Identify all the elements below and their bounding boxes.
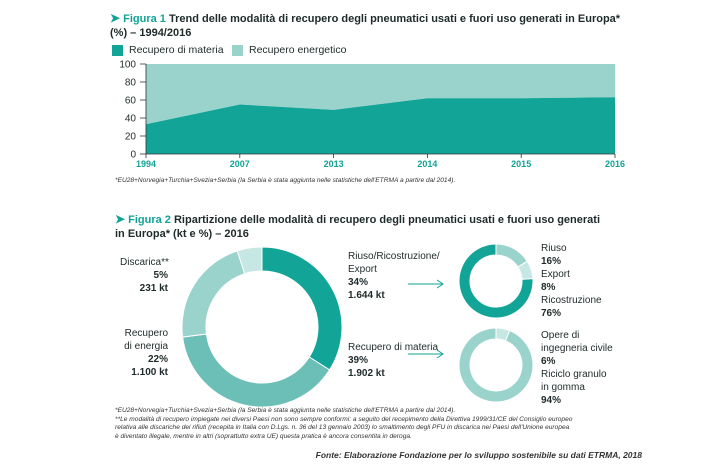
label-discarica-pct: 5% (153, 270, 168, 281)
figure1-footnote: *EU28+Norvegia+Turchia+Svezia+Serbia (la… (115, 177, 456, 184)
series-area-recupero-materia (146, 97, 615, 154)
label-sub2-opere-pct: 6% (541, 356, 556, 367)
donut-slice-recupero-di-energia (181, 250, 246, 338)
donut-sub1 (458, 243, 534, 319)
figure2-footnote-2: **Le modalità di recupero impiegate nei … (115, 415, 573, 423)
label-energia: Recupero di energia 22% 1.100 kt (120, 327, 168, 379)
label-discarica-kt: 231 kt (139, 283, 168, 294)
label-energia-kt: 1.100 kt (131, 367, 168, 378)
legend-swatch-materia (112, 44, 123, 56)
arrow-icon: ➤ (110, 11, 121, 25)
donut-slice-riciclo-granulo-gomma (458, 327, 534, 403)
connector-arrow-1 (408, 279, 444, 289)
label-sub2-riciclo-pct: 94% (541, 395, 562, 406)
label-materia-name: Recupero di materia (348, 342, 439, 353)
label-energia-name2: di energia (124, 341, 168, 352)
label-materia-pct: 39% (348, 355, 369, 366)
x-tick-label: 1994 (136, 159, 156, 169)
y-tick-label: 100 (119, 60, 136, 71)
legend-energetico: Recupero energetico (232, 44, 346, 56)
arrow-icon: ➤ (115, 212, 126, 226)
label-riuso-kt: 1.644 kt (348, 290, 385, 301)
legend-label-materia: Recupero di materia (129, 44, 224, 56)
y-tick-label: 40 (125, 114, 137, 125)
x-tick-label: 2007 (230, 159, 250, 169)
label-sub1-riuso-pct: 16% (541, 256, 562, 267)
y-tick-label: 20 (125, 132, 137, 143)
donut-slice-recupero-di-materia (182, 333, 331, 408)
label-sub2-riciclo2: in gomma (541, 382, 585, 393)
connector-arrow-2 (408, 349, 444, 359)
label-riuso-name2: Export (348, 264, 377, 275)
label-sub2-opere1: Opere di (541, 330, 580, 341)
label-discarica-name: Discarica** (120, 257, 169, 268)
y-tick-label: 0 (130, 150, 136, 161)
x-tick-label: 2014 (417, 159, 437, 169)
legend-swatch-energetico (232, 44, 243, 56)
donut-slice-riuso-ricostruzione-export (261, 246, 343, 371)
label-energia-name1: Recupero (124, 328, 168, 339)
label-sub1: Riuso 16% Export 8% Ricostruzione 76% (541, 242, 602, 320)
figure1-title-line2: (%) – 1994/2016 (110, 27, 192, 39)
figure2-number: Figura 2 (128, 214, 171, 226)
donut-slice-ricostruzione (458, 243, 534, 319)
label-sub1-riuso: Riuso (541, 243, 567, 254)
x-tick-label: 2015 (511, 159, 531, 169)
series-area-recupero-energetico (146, 64, 615, 125)
label-discarica: Discarica** 5% 231 kt (120, 256, 169, 295)
figure2-footnote-4: è diventato illegale, mentre in altri (s… (115, 432, 412, 440)
source-text: Fonte: Elaborazione Fondazione per lo sv… (315, 450, 642, 460)
label-energia-pct: 22% (147, 354, 168, 365)
x-tick-label: 2013 (324, 159, 344, 169)
label-sub2-riciclo1: Riciclo granulo (541, 369, 607, 380)
label-sub1-export: Export (541, 269, 570, 280)
label-sub1-ricostruzione: Ricostruzione (541, 295, 602, 306)
label-sub2: Opere di ingegneria civile 6% Riciclo gr… (541, 329, 613, 407)
figure1-title: ➤ Figura 1 Trend delle modalità di recup… (110, 11, 670, 40)
legend-materia: Recupero di materia (112, 44, 224, 56)
figure2-footnote-1: *EU28+Norvegia+Turchia+Svezia+Serbia (la… (115, 407, 456, 414)
donut-main (181, 246, 343, 408)
label-sub1-export-pct: 8% (541, 282, 556, 293)
donut-sub2 (458, 327, 534, 403)
label-riuso-pct: 34% (348, 277, 369, 288)
label-riuso: Riuso/Ricostruzione/ Export 34% 1.644 kt (348, 250, 440, 302)
y-tick-label: 60 (125, 96, 137, 107)
label-sub1-ricostruzione-pct: 76% (541, 308, 562, 319)
figure2-title: ➤ Figura 2 Ripartizione delle modalità d… (115, 212, 675, 241)
y-tick-label: 80 (125, 78, 137, 89)
label-materia: Recupero di materia 39% 1.902 kt (348, 341, 438, 380)
legend-label-energetico: Recupero energetico (249, 44, 347, 56)
figure2-footnotes: *EU28+Norvegia+Turchia+Svezia+Serbia (la… (115, 407, 572, 441)
label-riuso-name1: Riuso/Ricostruzione/ (348, 251, 440, 262)
figure1-title-text: Trend delle modalità di recupero degli p… (168, 13, 621, 25)
figure2-title-line2: in Europa* (kt e %) – 2016 (115, 228, 249, 240)
figure2-footnote-3: relativa alle discariche dei rifiuti (re… (115, 424, 570, 431)
label-sub2-opere2: ingegneria civile (541, 343, 613, 354)
label-materia-kt: 1.902 kt (348, 368, 385, 379)
figure1-number: Figura 1 (123, 13, 166, 25)
area-chart: 0 20 40 60 80 100 1994 2007 2013 2014 2015 2016 (119, 60, 625, 170)
figure2-title-text: Ripartizione delle modalità di recupero … (173, 214, 601, 226)
x-tick-label: 2016 (605, 159, 625, 169)
donut-slice-discarica (236, 246, 263, 275)
